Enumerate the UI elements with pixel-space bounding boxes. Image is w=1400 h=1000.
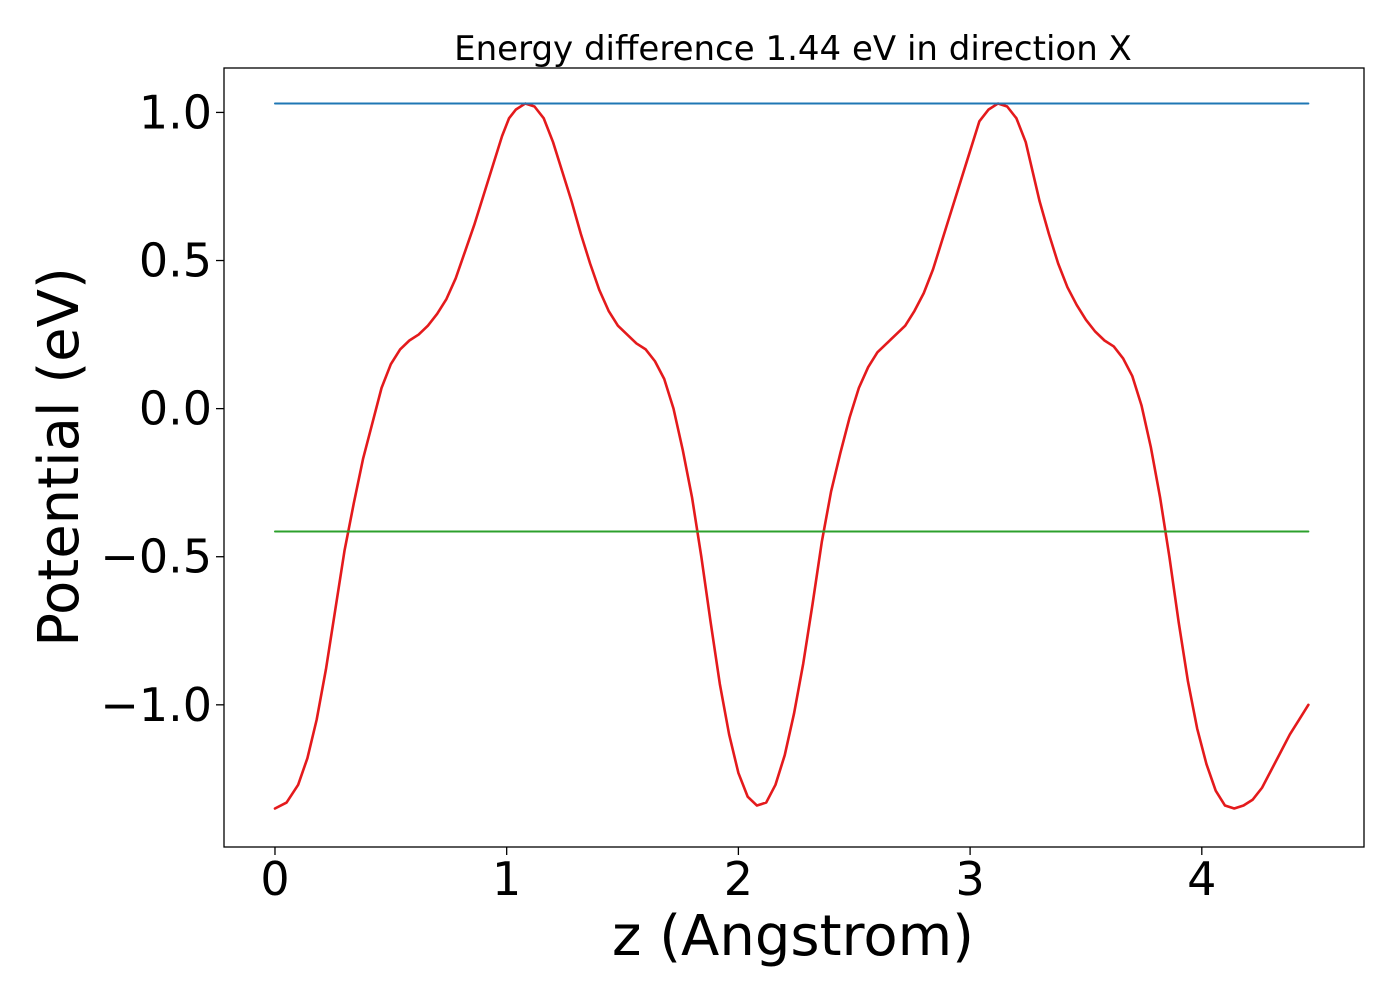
plot-area-frame [223,67,1365,848]
y-tick-label: −1.0 [100,678,212,732]
x-tick-label: 3 [955,852,984,906]
y-tick-label: 0.0 [139,382,212,436]
series-line-0 [273,102,1310,810]
y-tick-label: −0.5 [100,530,212,584]
x-axis-label: z (Angstrom) [612,904,974,969]
series-layer [273,102,1310,810]
y-tick-label: 1.0 [139,85,212,139]
y-tick-label: 0.5 [139,234,212,288]
x-tick-label: 4 [1187,852,1216,906]
x-axis-ticks: 0 1 2 3 4 [260,847,1216,906]
y-axis-ticks: −1.0 −0.5 0.0 0.5 1.0 [100,85,224,732]
x-tick-label: 1 [492,852,521,906]
y-axis-label: Potential (eV) [27,267,92,647]
chart-title: Energy difference 1.44 eV in direction X [454,29,1132,69]
x-tick-label: 2 [724,852,753,906]
x-tick-label: 0 [260,852,289,906]
